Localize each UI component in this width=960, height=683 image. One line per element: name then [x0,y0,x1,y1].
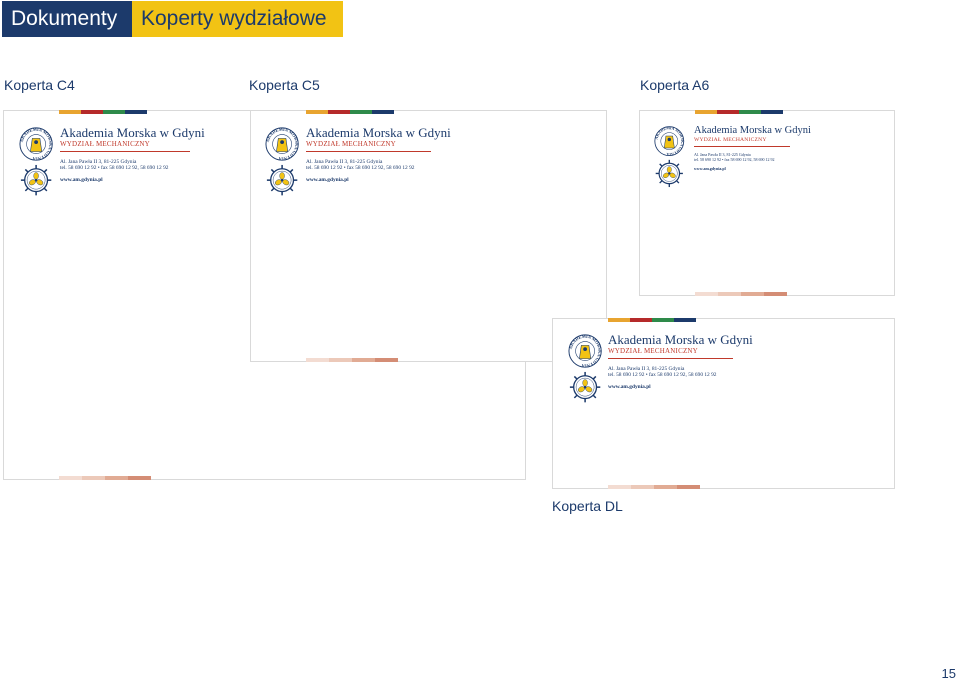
address: Al. Jana Pawła II 3, 81-225 Gdynia [306,159,383,165]
website: www.am.gdynia.pl [608,383,651,390]
address: Al. Jana Pawła II 3, 81-225 Gdynia [694,152,751,157]
color-stripe [306,110,394,114]
envelope-a6: AKADEMIA MORSKA GDYNIA Akademia Morska w… [639,110,895,296]
department-name: WYDZIAŁ MECHANICZNY [306,140,396,148]
logo-group: AKADEMIA MORSKA GDYNIA [654,125,686,198]
color-stripe [695,110,783,114]
page-title: Koperty wydziałowe [132,1,343,37]
seal-icon: AKADEMIA MORSKA GDYNIA [654,126,684,156]
bottom-stripe [59,476,151,480]
page-number: 15 [941,666,956,681]
propeller-emblem-icon [266,164,298,196]
bottom-stripe [608,485,700,489]
bottom-stripe [695,292,787,296]
phone: tel. 58 690 12 92 • fax 58 690 12 92, 58… [608,372,717,379]
label-c4: Koperta C4 [4,77,75,93]
envelope-c5: AKADEMIA MORSKA GDYNIA Akademia Morska w… [250,110,607,362]
logo-group: AKADEMIA MORSKA GDYNIA [568,333,604,414]
address: Al. Jana Pawła II 3, 81-225 Gdynia [60,159,137,165]
website: www.am.gdynia.pl [60,176,103,183]
phone: tel. 58 690 12 92 • fax 58 690 12 92, 58… [694,157,775,162]
logo-group: AKADEMIA MORSKA GDYNIA [265,126,301,207]
propeller-emblem-icon [569,371,601,403]
propeller-emblem-icon [655,159,683,188]
phone: tel. 58 690 12 92 • fax 58 690 12 92, 58… [306,165,415,172]
section-title: Dokumenty [2,1,132,37]
phone: tel. 58 690 12 92 • fax 58 690 12 92, 58… [60,165,169,172]
color-stripe [608,318,696,322]
color-stripe [59,110,147,114]
institution-name: Akademia Morska w Gdyni [608,332,753,347]
bottom-stripe [306,358,398,362]
department-name: WYDZIAŁ MECHANICZNY [60,140,150,148]
page-header: Dokumenty Koperty wydziałowe [2,1,343,37]
propeller-emblem-icon [20,164,52,196]
department-name: WYDZIAŁ MECHANICZNY [608,347,698,355]
institution-name: Akademia Morska w Gdyni [694,125,811,136]
address: Al. Jana Pawła II 3, 81-225 Gdynia [608,366,685,372]
website: www.am.gdynia.pl [306,176,349,183]
institution-name: Akademia Morska w Gdyni [306,125,451,140]
envelope-dl: AKADEMIA MORSKA GDYNIA Akademia Morska w… [552,318,895,489]
seal-icon: AKADEMIA MORSKA GDYNIA [19,127,54,162]
label-c5: Koperta C5 [249,77,320,93]
website: www.am.gdynia.pl [694,166,726,171]
logo-group: AKADEMIA MORSKA GDYNIA [19,126,55,207]
seal-icon: AKADEMIA MORSKA GDYNIA [568,334,603,369]
label-dl: Koperta DL [552,498,623,514]
institution-name: Akademia Morska w Gdyni [60,125,205,140]
seal-icon: AKADEMIA MORSKA GDYNIA [265,127,300,162]
department-name: WYDZIAŁ MECHANICZNY [694,137,767,143]
label-a6: Koperta A6 [640,77,710,93]
